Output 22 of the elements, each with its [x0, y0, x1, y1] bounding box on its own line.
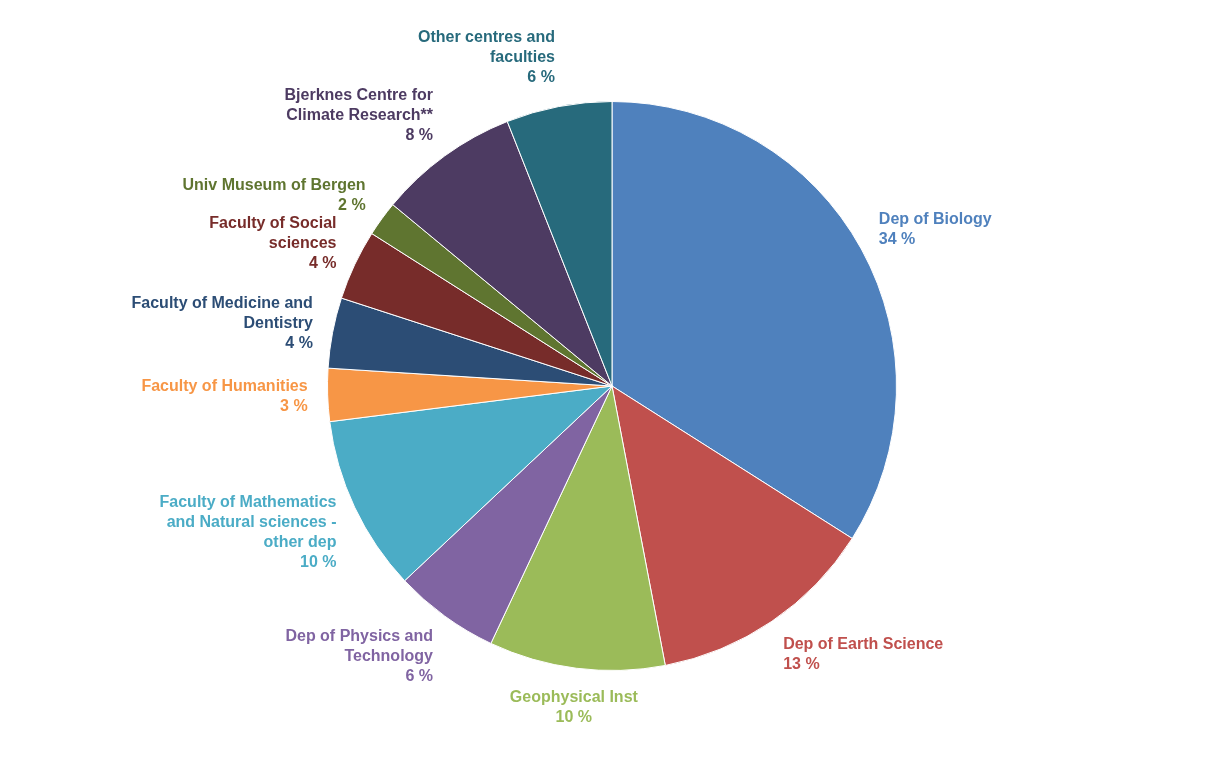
data-label: 6 %	[527, 67, 555, 85]
slice-label: Dep of Physics and Technology	[285, 627, 434, 665]
slice-label: Univ Museum of Bergen	[182, 175, 366, 193]
data-label: 3 %	[280, 396, 308, 414]
slice-label: Other centres and faculties	[418, 27, 556, 65]
data-label: 2 %	[338, 195, 366, 213]
data-label: 13 %	[783, 654, 820, 672]
data-label: 6 %	[405, 667, 434, 685]
data-label: 34 %	[878, 230, 916, 248]
data-label: 4 %	[285, 333, 313, 351]
slice-label: Dep of Earth Science	[783, 634, 944, 652]
slice-label: Geophysical Inst	[509, 688, 639, 706]
data-label: 8 %	[405, 125, 434, 143]
data-label: 4 %	[308, 253, 337, 271]
slice-label: Dep of Biology	[878, 210, 992, 228]
slice-label: Faculty of Humanities	[141, 376, 308, 394]
slice-label: Faculty of Medicine and Dentistry	[131, 293, 313, 331]
data-label: 10 %	[555, 708, 593, 726]
slice-label: Bjerknes Centre for Climate Research**	[284, 85, 434, 123]
data-label: 10 %	[300, 553, 337, 571]
slice-label: Faculty of Mathematics and Natural sciences - other dep	[159, 493, 337, 551]
slice-label: Faculty of Social sciences	[209, 213, 337, 251]
